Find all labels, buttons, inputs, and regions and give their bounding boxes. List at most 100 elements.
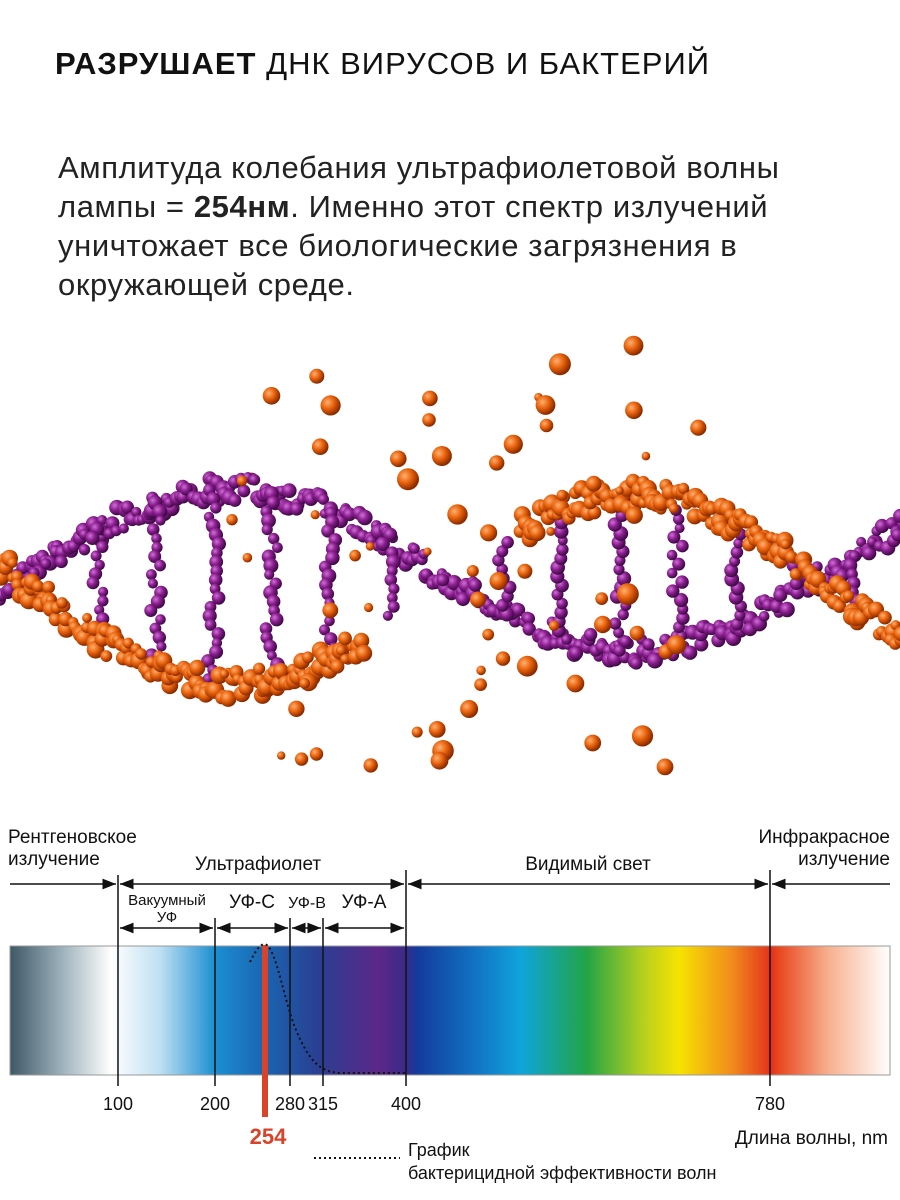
dna-strand: [122, 637, 134, 649]
dna-rung: [843, 558, 858, 573]
dna-particle: [430, 751, 449, 770]
dna-particle: [594, 615, 612, 634]
title-bold: РАЗРУШАЕТ: [55, 46, 257, 81]
dna-rung: [210, 502, 222, 514]
dna-rung: [672, 557, 686, 571]
dna-particle: [299, 677, 310, 689]
dna-rung: [382, 610, 393, 621]
label-line: бактерицидной эффективности волн: [408, 1163, 716, 1183]
region-label: Рентгеновское излучение: [8, 827, 137, 870]
dna-rung: [154, 559, 167, 572]
dna-particle: [535, 395, 556, 415]
band-label: УФ-В: [288, 895, 326, 912]
dna-strand: [290, 502, 304, 516]
dna-rung: [211, 591, 226, 605]
spectrum-bar: [9, 945, 891, 1076]
dna-strand: [357, 509, 373, 526]
dna-particle: [556, 489, 568, 501]
desc-bold: 254нм: [193, 189, 291, 224]
dna-particle: [470, 591, 486, 608]
dna-particle: [338, 631, 352, 646]
dna-rung: [85, 530, 100, 546]
dna-strand: [330, 659, 345, 674]
dna-rung: [609, 617, 622, 630]
band-label: Вакуумный УФ: [128, 892, 206, 926]
dna-particle: [641, 451, 651, 461]
dna-rung: [789, 577, 803, 590]
dna-rung: [666, 567, 678, 579]
label-line: Рентгеновское: [8, 827, 137, 848]
dna-particle: [226, 514, 238, 526]
label-line: График: [408, 1140, 470, 1160]
dna-strand: [78, 544, 91, 556]
label-line: Вакуумный: [128, 892, 206, 909]
dna-rung: [269, 612, 284, 627]
dna-rung: [673, 513, 685, 525]
dna-rung: [266, 594, 281, 609]
dna-rung: [144, 604, 158, 617]
dna-strand: [219, 690, 237, 707]
dna-strand: [779, 601, 795, 618]
dna-rung: [387, 600, 400, 613]
dna-strand: [48, 612, 63, 627]
dna-rung: [556, 597, 568, 610]
dna-particle: [629, 625, 645, 641]
dna-particle: [615, 486, 624, 495]
dna-strand: [832, 599, 847, 613]
lamp-label: 254: [250, 1124, 287, 1149]
dna-strand: [842, 590, 855, 602]
dna-rung: [325, 550, 340, 566]
dna-particle: [517, 563, 533, 579]
dna-strand: [780, 538, 791, 550]
dna-rung: [666, 584, 680, 598]
dna-rung: [98, 586, 109, 598]
dna-particle: [364, 602, 374, 613]
region-label: Инфракрасное излучение: [759, 827, 891, 870]
dna-strand: [42, 580, 55, 594]
dna-strand: [893, 626, 900, 642]
dna-rung: [148, 550, 162, 563]
dna-strand: [529, 524, 546, 542]
dna-particle: [365, 541, 375, 551]
dna-particle: [585, 475, 602, 492]
dna-rung: [152, 630, 166, 645]
dna-particle: [539, 418, 554, 433]
dna-rung: [384, 573, 398, 587]
efficiency-curve: [249, 943, 406, 1074]
dna-rung: [386, 565, 398, 577]
dna-rung: [496, 545, 509, 558]
dna-rung: [151, 533, 162, 544]
dna-strand: [281, 483, 297, 499]
dna-particle: [349, 549, 361, 562]
dna-particle: [422, 390, 438, 407]
dna-particle: [489, 571, 508, 591]
dna-particle: [476, 665, 486, 676]
dna-rung: [734, 609, 746, 621]
dna-particle: [489, 455, 505, 471]
dna-particle: [625, 401, 643, 420]
dna-illustration: [0, 335, 900, 776]
dna-rung: [607, 517, 622, 532]
dna-particle: [625, 506, 643, 524]
dna-strand: [118, 523, 129, 534]
dna-strand: [340, 654, 351, 664]
dna-rung: [96, 540, 109, 554]
dna-rung: [730, 546, 744, 559]
dna-particle: [309, 368, 325, 384]
dna-strand: [694, 637, 709, 652]
tick-label: 315: [308, 1094, 338, 1114]
dna-particle: [431, 446, 452, 466]
dna-strand: [409, 543, 420, 554]
dna-rung: [261, 513, 276, 528]
dna-particle: [411, 726, 423, 738]
label-line: излучение: [8, 849, 100, 870]
tick-label: 780: [755, 1094, 785, 1114]
dna-strand: [891, 528, 900, 542]
dna-strand: [446, 575, 462, 591]
dna-strand: [773, 588, 788, 603]
region-label: Ультрафиолет: [195, 854, 322, 875]
dna-strand: [353, 632, 370, 649]
dna-particle: [503, 434, 523, 454]
dna-particle: [242, 552, 253, 563]
dna-strand: [677, 482, 690, 495]
